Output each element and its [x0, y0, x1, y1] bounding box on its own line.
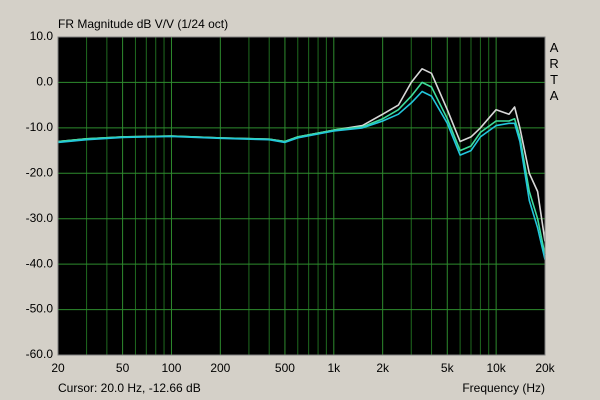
x-tick-label: 2k — [376, 361, 390, 375]
y-tick-label: -40.0 — [26, 256, 54, 270]
y-tick-label: -10.0 — [26, 120, 54, 134]
x-axis-label: Frequency (Hz) — [462, 381, 545, 395]
x-tick-label: 20k — [535, 361, 555, 375]
x-tick-label: 100 — [161, 361, 181, 375]
y-tick-label: -60.0 — [26, 347, 54, 361]
x-tick-label: 200 — [210, 361, 230, 375]
x-tick-label: 20 — [51, 361, 65, 375]
x-tick-label: 50 — [116, 361, 130, 375]
chart-title: FR Magnitude dB V/V (1/24 oct) — [58, 17, 228, 31]
cursor-readout: Cursor: 20.0 Hz, -12.66 dB — [58, 381, 201, 395]
y-tick-label: -20.0 — [26, 165, 54, 179]
y-tick-label: 0.0 — [36, 75, 53, 89]
y-tick-label: -30.0 — [26, 211, 54, 225]
data-line — [57, 90, 546, 260]
x-tick-label: 500 — [275, 361, 295, 375]
x-tick-label: 5k — [441, 361, 455, 375]
y-tick-label: -50.0 — [26, 302, 54, 316]
watermark: ARTA — [547, 40, 562, 104]
plot-area — [58, 37, 545, 355]
plot-border — [57, 36, 546, 356]
y-tick-label: 10.0 — [30, 29, 54, 43]
x-tick-label: 10k — [486, 361, 506, 375]
x-tick-label: 1k — [327, 361, 341, 375]
